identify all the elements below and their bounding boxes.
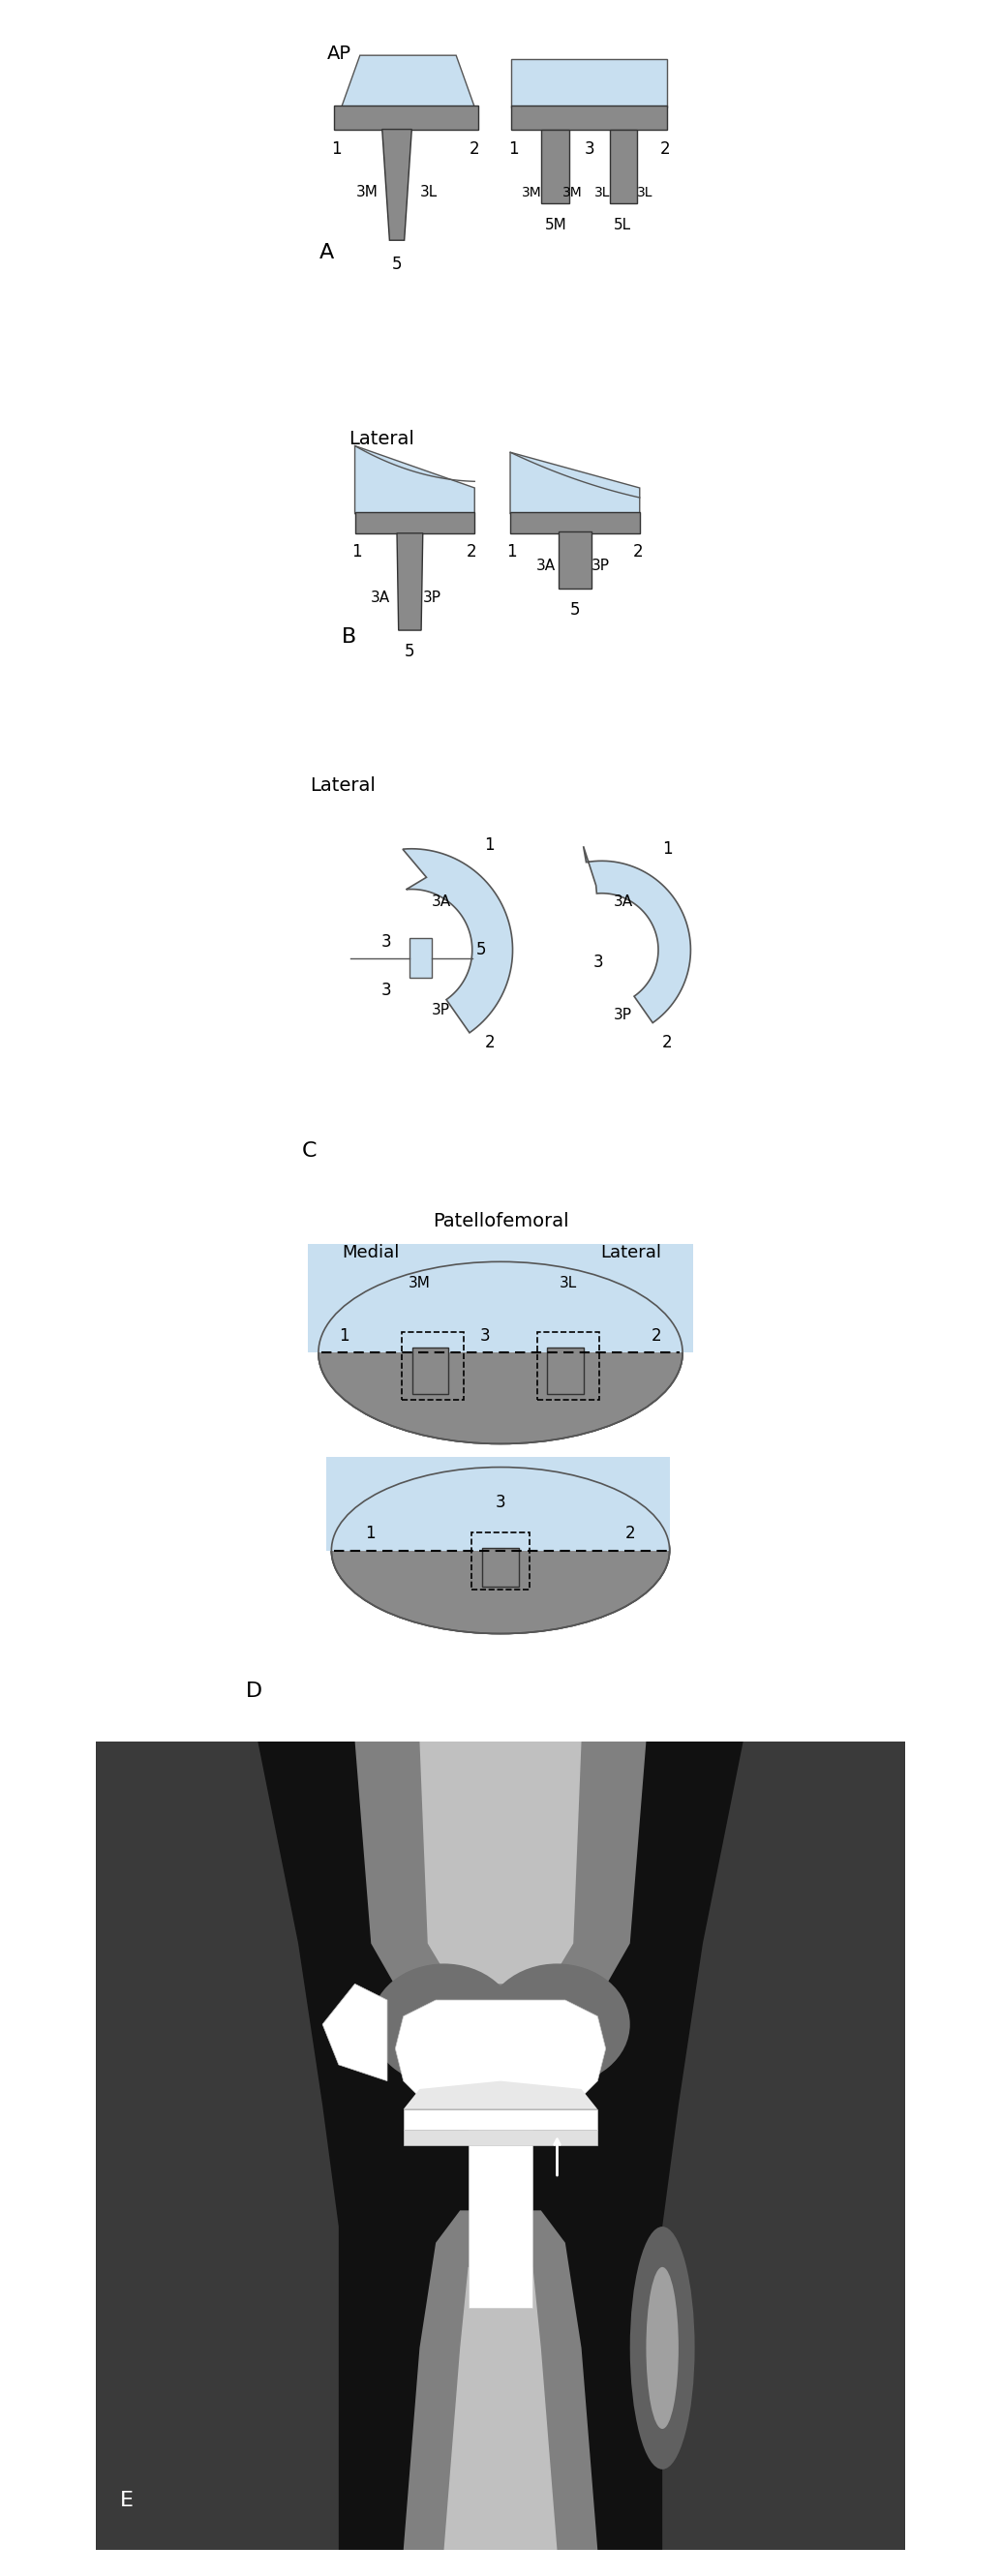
Ellipse shape [318, 1262, 683, 1443]
Polygon shape [403, 2210, 598, 2550]
Bar [542, 129, 569, 204]
Text: 3P: 3P [592, 559, 610, 572]
Bar [482, 1548, 519, 1587]
Bar [326, 1458, 670, 1551]
Text: 3L: 3L [419, 185, 437, 198]
Text: 1: 1 [484, 837, 494, 853]
Text: 3: 3 [381, 933, 391, 951]
Polygon shape [403, 2081, 598, 2110]
Text: Lateral: Lateral [348, 430, 414, 448]
Text: 1: 1 [351, 544, 361, 562]
Bar [548, 1347, 584, 1394]
Text: 3P: 3P [431, 1002, 450, 1018]
Polygon shape [395, 1999, 606, 2105]
Ellipse shape [371, 1963, 517, 2084]
Polygon shape [322, 1984, 387, 2081]
Text: 1: 1 [339, 1327, 349, 1345]
Text: 3A: 3A [537, 559, 556, 572]
Polygon shape [443, 2267, 558, 2550]
Text: D: D [245, 1682, 262, 1700]
Ellipse shape [318, 1262, 683, 1443]
Text: 2: 2 [469, 142, 479, 157]
Bar [468, 2130, 533, 2308]
Text: 3L: 3L [637, 185, 653, 198]
Text: AP: AP [326, 44, 350, 62]
Bar [334, 106, 478, 129]
Text: 3: 3 [479, 1327, 490, 1345]
Polygon shape [419, 1741, 582, 1984]
Polygon shape [584, 848, 691, 1023]
Text: 3: 3 [495, 1494, 506, 1512]
Text: 1: 1 [509, 142, 519, 157]
Text: 3L: 3L [595, 185, 611, 198]
Text: 3P: 3P [423, 590, 441, 605]
Text: 2: 2 [626, 1525, 636, 1543]
Text: 5: 5 [404, 644, 415, 659]
Polygon shape [511, 453, 640, 513]
Text: 2: 2 [633, 544, 644, 562]
Text: Patellofemoral: Patellofemoral [432, 1213, 569, 1231]
Bar [512, 106, 667, 129]
Polygon shape [341, 54, 474, 108]
Text: 3A: 3A [371, 590, 390, 605]
Text: 2: 2 [484, 1033, 494, 1051]
Bar [412, 1347, 448, 1394]
Text: 5: 5 [391, 255, 402, 273]
Text: E: E [120, 2491, 134, 2509]
Bar [511, 513, 640, 533]
Text: B: B [342, 626, 356, 647]
Bar [559, 531, 592, 587]
Polygon shape [402, 848, 513, 1033]
Text: 1: 1 [663, 840, 673, 858]
Text: 5: 5 [570, 600, 580, 618]
Bar [537, 1332, 600, 1399]
Text: 3M: 3M [522, 185, 542, 198]
Ellipse shape [630, 2226, 695, 2470]
Text: 1: 1 [330, 142, 341, 157]
Ellipse shape [647, 2267, 679, 2429]
Text: 3M: 3M [563, 185, 583, 198]
Bar [403, 2130, 598, 2146]
Text: 3M: 3M [356, 185, 378, 198]
Bar [354, 513, 474, 533]
Text: 1: 1 [365, 1525, 375, 1543]
Text: 5: 5 [476, 940, 486, 958]
Polygon shape [354, 1741, 647, 2025]
Polygon shape [96, 1741, 338, 2550]
Text: 3A: 3A [431, 894, 451, 909]
Text: 2: 2 [466, 544, 476, 562]
Bar [401, 1332, 464, 1399]
Polygon shape [382, 129, 411, 240]
Text: Lateral: Lateral [310, 775, 376, 793]
Text: 3P: 3P [614, 1007, 633, 1023]
Text: 3: 3 [594, 953, 604, 971]
Bar [403, 2110, 598, 2130]
Polygon shape [663, 1741, 905, 2550]
Bar [471, 1533, 530, 1589]
Bar [308, 1244, 693, 1352]
Text: 1: 1 [507, 544, 517, 562]
Text: 5L: 5L [614, 219, 632, 232]
Text: 3: 3 [381, 981, 391, 999]
Polygon shape [354, 446, 474, 513]
Text: Lateral: Lateral [600, 1244, 661, 1260]
Bar [512, 59, 667, 108]
Ellipse shape [484, 1963, 630, 2084]
Text: Medial: Medial [341, 1244, 399, 1260]
FancyBboxPatch shape [409, 938, 431, 979]
Text: 2: 2 [663, 1033, 673, 1051]
Polygon shape [397, 533, 422, 631]
Bar [610, 129, 638, 204]
Text: C: C [302, 1141, 317, 1159]
Text: 2: 2 [660, 142, 671, 157]
Text: 5M: 5M [545, 219, 567, 232]
Text: 3: 3 [585, 142, 595, 157]
Ellipse shape [331, 1468, 670, 1633]
Text: 2: 2 [652, 1327, 662, 1345]
Text: A: A [319, 242, 334, 263]
Text: 3A: 3A [614, 894, 634, 909]
Text: 3L: 3L [560, 1275, 577, 1291]
Text: 3M: 3M [408, 1275, 431, 1291]
Ellipse shape [331, 1468, 670, 1633]
